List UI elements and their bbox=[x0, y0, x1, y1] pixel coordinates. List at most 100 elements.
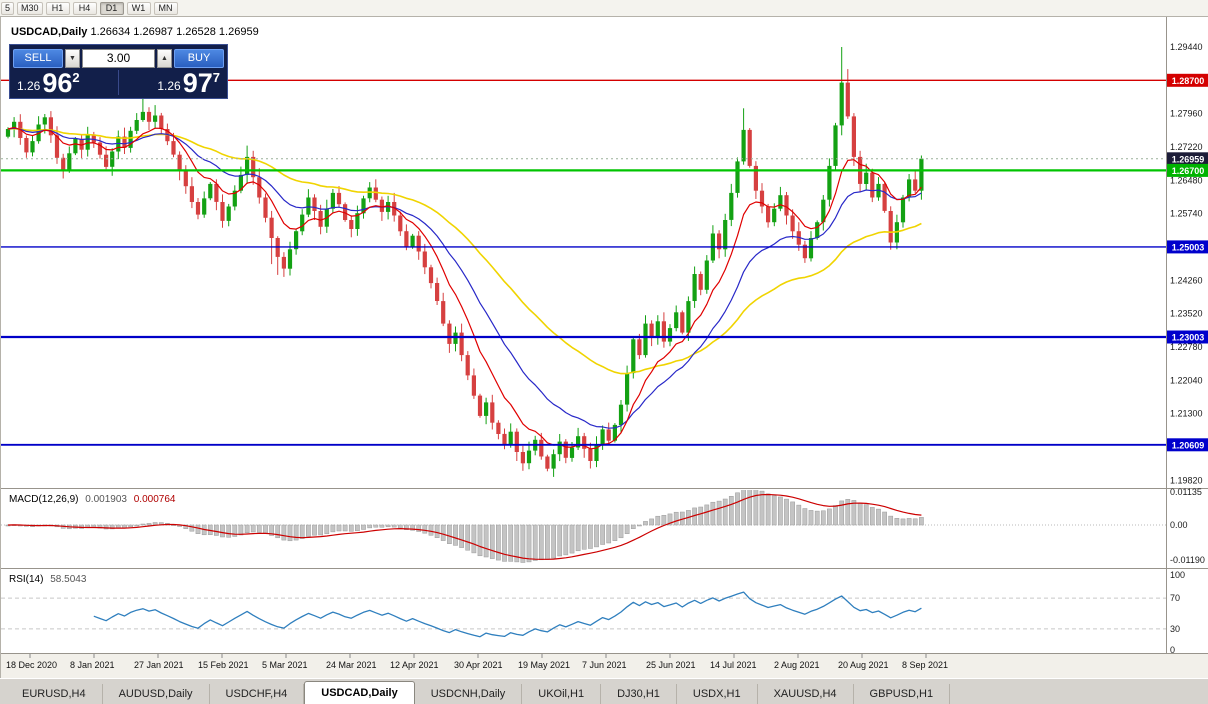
chart-tab-dj30-h1[interactable]: DJ30,H1 bbox=[601, 684, 677, 704]
macd-histogram-bar bbox=[869, 507, 875, 526]
macd-histogram-bar bbox=[765, 493, 771, 526]
chart-tab-ukoil-h1[interactable]: UKOil,H1 bbox=[522, 684, 602, 704]
chart-window[interactable]: 1.29440 1.28700 1.27960 1.27220 1.26480 1.257… bbox=[0, 17, 1208, 678]
macd-histogram-bar bbox=[244, 524, 250, 534]
sell-button[interactable]: SELL bbox=[13, 48, 63, 68]
price-badge: 1.26959 bbox=[1167, 152, 1208, 166]
volume-input[interactable] bbox=[82, 48, 155, 68]
chart-tab-audusd-daily[interactable]: AUDUSD,Daily bbox=[103, 684, 210, 704]
candle-body bbox=[226, 206, 231, 221]
macd-histogram-bar bbox=[612, 524, 618, 541]
macd-histogram-bar bbox=[808, 510, 814, 526]
chart-title: USDCAD,Daily 1.26634 1.26987 1.26528 1.2… bbox=[11, 26, 259, 38]
candle-body bbox=[808, 238, 814, 259]
candle-body bbox=[306, 197, 311, 215]
timeframe-button-h4[interactable]: H4 bbox=[72, 1, 97, 15]
timeframe-button-w1[interactable]: W1 bbox=[126, 1, 151, 15]
candle-body bbox=[281, 256, 286, 269]
candle-body bbox=[900, 197, 906, 223]
price-axis-label: 1.25740 bbox=[1170, 209, 1203, 219]
candle-body bbox=[563, 441, 568, 458]
candle-body bbox=[496, 422, 501, 434]
macd-histogram-bar bbox=[876, 508, 881, 526]
price-axis-label: 1.23520 bbox=[1170, 309, 1203, 319]
macd-histogram-bar bbox=[545, 524, 550, 560]
timeframe-button-m30[interactable]: M30 bbox=[17, 1, 43, 15]
macd-histogram-bar bbox=[508, 524, 514, 562]
candle-body bbox=[294, 231, 299, 250]
candle-body bbox=[508, 431, 513, 446]
chart-tab-usdcnh-daily[interactable]: USDCNH,Daily bbox=[415, 684, 523, 704]
chart-tab-usdx-h1[interactable]: USDX,H1 bbox=[677, 684, 758, 704]
candle-body bbox=[5, 129, 11, 137]
chart-tab-usdchf-h4[interactable]: USDCHF,H4 bbox=[210, 684, 305, 704]
timeframe-button-5[interactable]: 5 bbox=[1, 1, 15, 15]
timeframe-button-h1[interactable]: H1 bbox=[45, 1, 70, 15]
ohlc-values: 1.26634 1.26987 1.26528 1.26959 bbox=[90, 26, 259, 38]
timeframe-button-mn[interactable]: MN bbox=[153, 1, 178, 15]
macd-histogram-bar bbox=[588, 524, 593, 549]
candle-body bbox=[435, 283, 440, 301]
candle-body bbox=[704, 260, 709, 290]
price-axis-label: 1.22780 bbox=[1170, 342, 1203, 352]
buy-button[interactable]: BUY bbox=[174, 48, 224, 68]
candle-body bbox=[870, 172, 875, 198]
macd-histogram-bar bbox=[919, 517, 924, 526]
macd-histogram-bar bbox=[637, 524, 642, 527]
macd-histogram-bar bbox=[728, 496, 734, 526]
chart-tab-gbpusd-h1[interactable]: GBPUSD,H1 bbox=[854, 684, 951, 704]
price-axis-label: 1.27960 bbox=[1170, 109, 1203, 119]
candle-body bbox=[48, 117, 53, 136]
chart-canvas[interactable]: 1.29440 1.28700 1.27960 1.27220 1.26480 1.257… bbox=[1, 17, 1208, 678]
svg-text:1.23003: 1.23003 bbox=[1172, 333, 1205, 343]
candle-body bbox=[833, 125, 838, 166]
candle-body bbox=[134, 120, 139, 131]
candle-body bbox=[772, 208, 777, 223]
macd-histogram-bar bbox=[410, 524, 415, 531]
candle-body bbox=[729, 192, 734, 220]
date-axis-label: 12 Apr 2021 bbox=[390, 660, 439, 670]
candle-body bbox=[195, 202, 201, 215]
rsi-name: RSI(14) bbox=[9, 574, 44, 585]
macd-histogram-bar bbox=[416, 524, 422, 532]
macd-histogram-bar bbox=[128, 524, 133, 528]
macd-histogram-bar bbox=[710, 501, 716, 526]
chart-tab-xauusd-h4[interactable]: XAUUSD,H4 bbox=[758, 684, 854, 704]
price-axis-label: 1.27220 bbox=[1170, 142, 1203, 152]
candle-body bbox=[140, 111, 145, 120]
macd-histogram-bar bbox=[551, 524, 556, 559]
date-axis-label: 18 Dec 2020 bbox=[6, 660, 57, 670]
candle-body bbox=[539, 439, 544, 457]
volume-increase-button[interactable]: ▲ bbox=[157, 48, 172, 68]
macd-histogram-bar bbox=[673, 511, 679, 526]
sell-price-prefix: 1.26 bbox=[17, 79, 41, 93]
macd-histogram-bar bbox=[759, 490, 765, 526]
candle-body bbox=[680, 312, 685, 333]
candle-body bbox=[42, 117, 47, 125]
candle-body bbox=[612, 424, 617, 441]
macd-histogram-bar bbox=[784, 498, 789, 526]
candle-body bbox=[692, 274, 697, 301]
sell-price-big: 96 bbox=[42, 68, 73, 98]
macd-histogram-bar bbox=[741, 490, 746, 526]
indicator-line bbox=[7, 126, 922, 450]
sell-price[interactable]: 1.26 96 2 bbox=[17, 68, 114, 98]
volume-decrease-button[interactable]: ▼ bbox=[65, 48, 80, 68]
chart-tab-usdcad-daily[interactable]: USDCAD,Daily bbox=[304, 681, 415, 704]
macd-axis-label: -0.01190 bbox=[1170, 555, 1205, 565]
chart-tab-eurusd-h4[interactable]: EURUSD,H4 bbox=[6, 684, 103, 704]
buy-price[interactable]: 1.26 97 7 bbox=[123, 69, 220, 97]
macd-histogram-bar bbox=[747, 490, 753, 526]
candle-body bbox=[649, 323, 654, 338]
price-badge: 1.26700 bbox=[1167, 163, 1208, 177]
rsi-axis-label: 30 bbox=[1170, 624, 1180, 634]
macd-histogram-bar bbox=[379, 524, 385, 528]
candle-body bbox=[888, 211, 893, 243]
candle-body bbox=[116, 136, 121, 152]
candle-body bbox=[471, 375, 476, 396]
candle-body bbox=[520, 452, 525, 464]
price-axis-label: 1.29440 bbox=[1170, 42, 1203, 52]
price-badge: 1.20609 bbox=[1167, 438, 1208, 452]
timeframe-button-d1[interactable]: D1 bbox=[99, 1, 124, 15]
candle-body bbox=[214, 183, 219, 202]
